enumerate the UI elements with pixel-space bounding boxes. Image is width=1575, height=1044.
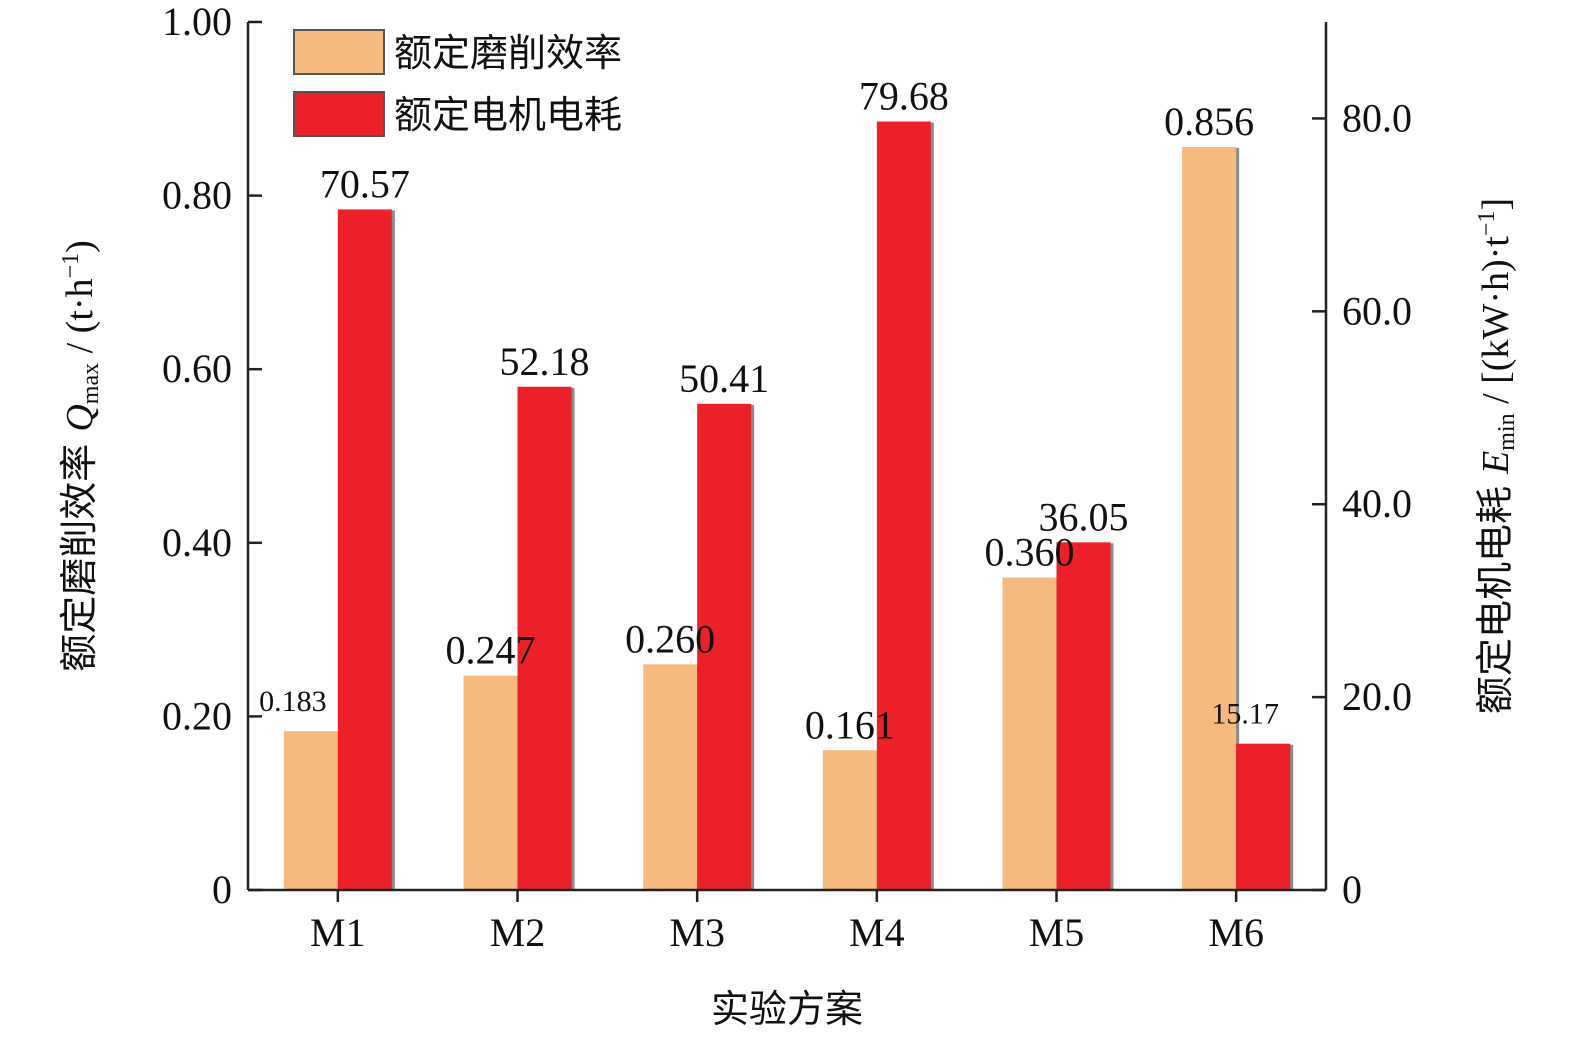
axes-layer (246, 22, 1328, 892)
y-left-title-text: 额定磨削效率 (57, 432, 101, 672)
data-label-m1-efficiency: 0.183 (259, 685, 327, 718)
data-label-m1-consumption: 70.57 (320, 161, 410, 206)
data-label-m3-consumption: 50.41 (679, 356, 769, 401)
data-label-m6-efficiency: 0.856 (1164, 99, 1254, 144)
y-left-tick-label: 0.80 (162, 173, 232, 218)
y-axis-left-title: 额定磨削效率 Qmax / (t·h−1) (57, 240, 104, 672)
data-label-m2-consumption: 52.18 (500, 339, 590, 384)
legend-swatch-consumption (293, 91, 385, 137)
y-right-title-text: 额定电机电耗 (1473, 474, 1517, 714)
data-label-m3-efficiency: 0.260 (625, 616, 715, 661)
bar-m3-efficiency (643, 664, 698, 890)
data-label-m4-efficiency: 0.161 (805, 702, 895, 747)
bar-m3-consumption (697, 403, 752, 890)
bar-m2-consumption (517, 386, 572, 890)
legend: 额定磨削效率 额定电机电耗 (293, 29, 622, 137)
bars-layer (283, 121, 1294, 891)
y-left-title-symbol: Q (59, 404, 101, 431)
data-label-m2-efficiency: 0.247 (446, 628, 536, 673)
bar-m2-efficiency (463, 675, 518, 890)
bar-m1-consumption (337, 209, 392, 891)
y-right-tick-label: 60.0 (1342, 288, 1412, 333)
y-left-tick-label: 0.20 (162, 693, 232, 738)
y-left-title-sup: −1 (58, 253, 84, 279)
x-tick-label-m5: M5 (1029, 910, 1085, 955)
x-tick-label-m2: M2 (490, 910, 546, 955)
legend-label-consumption: 额定电机电耗 (394, 93, 622, 137)
y-left-title-sub: max (78, 363, 104, 404)
bar-m6-consumption (1236, 743, 1291, 890)
data-labels: 0.183 70.57 0.247 52.18 0.260 50.41 0.161 79.68… (259, 74, 1279, 748)
data-label-m5-consumption: 36.05 (1039, 494, 1129, 539)
y-left-tick-label: 1.00 (162, 0, 232, 44)
y-right-tick-label: 80.0 (1342, 95, 1412, 140)
y-right-tick-label: 0 (1342, 867, 1362, 912)
bar-m5-consumption (1056, 542, 1111, 890)
data-label-m6-consumption: 15.17 (1211, 698, 1279, 731)
x-ticks: M1 M2 M3 M4 M5 M6 (310, 890, 1264, 955)
legend-label-efficiency: 额定磨削效率 (394, 31, 622, 75)
left-ticks: 0 0.20 0.40 0.60 0.80 1.00 (162, 0, 262, 912)
y-left-tick-label: 0 (212, 867, 232, 912)
bar-m1-efficiency (283, 731, 338, 890)
y-left-title-unit: / (t·h (59, 278, 101, 362)
y-left-title-close: ) (59, 240, 101, 253)
y-right-tick-label: 20.0 (1342, 674, 1412, 719)
y-left-tick-label: 0.40 (162, 520, 232, 565)
x-tick-label-m6: M6 (1208, 910, 1264, 955)
x-axis-title: 实验方案 (711, 987, 863, 1031)
x-tick-label-m1: M1 (310, 910, 366, 955)
y-right-tick-label: 40.0 (1342, 481, 1412, 526)
y-right-title-unit: / [(kW·h)·t (1475, 236, 1517, 414)
data-label-m5-efficiency: 0.360 (985, 530, 1075, 575)
data-label-m4-consumption: 79.68 (859, 74, 949, 119)
y-left-tick-label: 0.60 (162, 346, 232, 391)
y-right-title-sup: −1 (1474, 211, 1500, 237)
bar-m6-efficiency (1182, 146, 1237, 890)
bar-m4-efficiency (822, 750, 877, 890)
y-axis-right-title: 额定电机电耗 Emin / [(kW·h)·t−1] (1473, 198, 1520, 714)
bar-m4-consumption (876, 121, 931, 891)
legend-swatch-efficiency (293, 29, 385, 75)
x-tick-label-m4: M4 (849, 910, 905, 955)
y-right-title-sub: min (1494, 413, 1520, 450)
y-right-title-symbol: E (1475, 451, 1517, 475)
bar-m5-efficiency (1002, 577, 1057, 890)
y-right-title-close: ] (1475, 198, 1517, 211)
right-ticks: 0 20.0 40.0 60.0 80.0 (1312, 95, 1412, 912)
x-tick-label-m3: M3 (669, 910, 725, 955)
